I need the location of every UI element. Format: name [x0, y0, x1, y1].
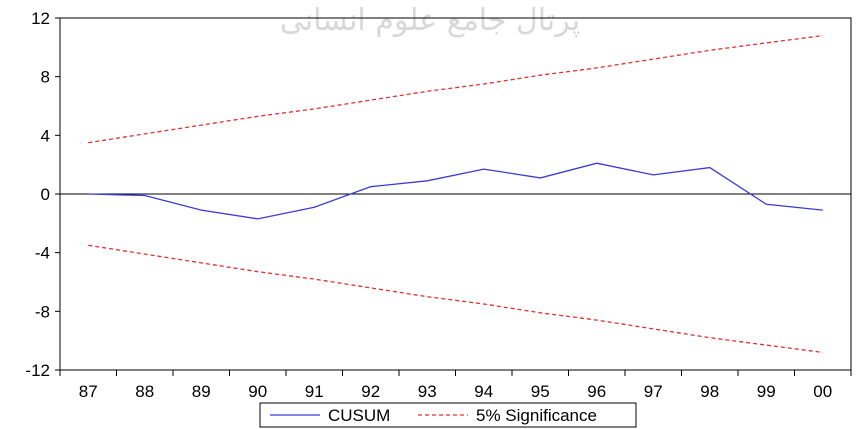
legend: CUSUM 5% Significance [259, 402, 637, 428]
y-tick-label: 12 [31, 9, 50, 28]
x-tick-label: 95 [531, 382, 550, 401]
x-tick-label: 88 [135, 382, 154, 401]
x-tick-label: 94 [474, 382, 493, 401]
legend-label: CUSUM [328, 406, 390, 425]
x-tick-label: 96 [587, 382, 606, 401]
y-tick-label: -4 [35, 244, 50, 263]
x-tick-label: 97 [644, 382, 663, 401]
x-tick-label: 89 [192, 382, 211, 401]
x-tick-label: 91 [305, 382, 324, 401]
x-tick-label: 00 [813, 382, 832, 401]
y-tick-label: 4 [41, 126, 50, 145]
x-tick-label: 99 [757, 382, 776, 401]
x-tick-label: 90 [248, 382, 267, 401]
x-tick-label: 87 [79, 382, 98, 401]
y-tick-label: -12 [25, 361, 50, 380]
legend-label: 5% Significance [476, 406, 597, 425]
upper-bound-line [88, 34, 823, 144]
x-tick-label: 98 [700, 382, 719, 401]
y-tick-label: 8 [41, 68, 50, 87]
watermark-text: پرتال جامع علوم انسانی [280, 3, 580, 38]
lower-bound-line [88, 244, 823, 354]
plot-area: 12 8 4 0 -4 -8 -12 87 88 89 90 91 92 93 94 95 96 97 98 99 00 [25, 9, 852, 401]
y-tick-label: 0 [41, 185, 50, 204]
cusum-line [88, 162, 823, 220]
x-tick-label: 93 [418, 382, 437, 401]
y-tick-label: -8 [35, 302, 50, 321]
x-tick-label: 92 [361, 382, 380, 401]
